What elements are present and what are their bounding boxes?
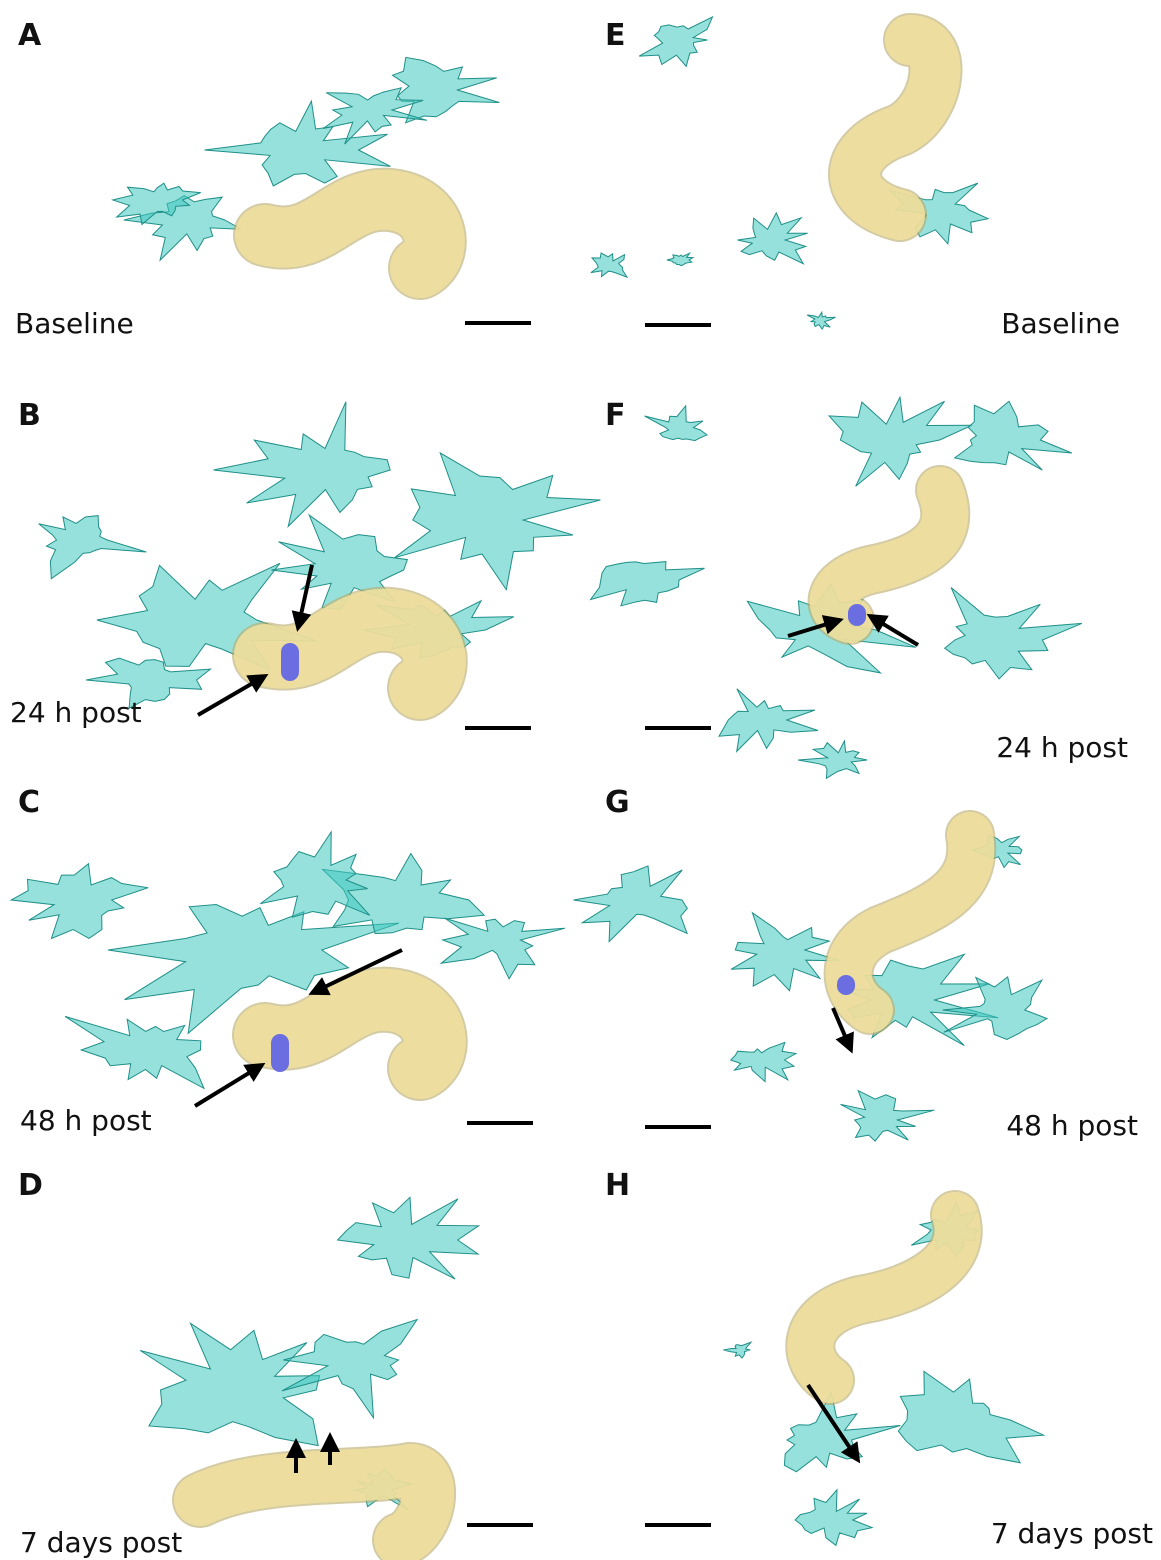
cyan-cell (591, 253, 627, 277)
panel-letter: B (18, 398, 41, 433)
panel-letter: G (605, 785, 630, 820)
cyan-cell (784, 1392, 900, 1472)
panel-letter: H (605, 1168, 630, 1203)
vessel (265, 200, 435, 268)
cyan-cell (723, 1342, 751, 1358)
cyan-cell (574, 866, 688, 942)
vessel (265, 1000, 435, 1068)
panel-letter: F (605, 398, 626, 433)
cyan-cell (639, 17, 712, 66)
cyan-cell (393, 57, 500, 122)
vessel (855, 40, 935, 215)
cyan-cell (282, 1320, 417, 1418)
panel-label: 7 days post (20, 1526, 182, 1559)
panel-label: Baseline (1001, 307, 1120, 340)
arrow (195, 1065, 262, 1106)
cyan-cell (338, 1197, 479, 1279)
panel-label: 48 h post (1006, 1109, 1138, 1142)
cyan-cell (441, 918, 565, 979)
panel-letter: E (605, 18, 626, 53)
cyan-cell (795, 1490, 872, 1546)
cyan-cell (214, 402, 391, 527)
vessel (833, 490, 946, 620)
blue-lesion (848, 604, 866, 626)
panel-letter: C (18, 785, 40, 820)
cyan-cell (945, 588, 1082, 679)
labels: A Baseline B 24 h post C 48 h post D 7 days pos… (10, 18, 1153, 1559)
blue-lesion (271, 1034, 289, 1072)
renderings (11, 17, 1082, 1546)
arrow (198, 676, 265, 715)
cyan-cell (39, 516, 147, 579)
figure: A Baseline B 24 h post C 48 h post D 7 days pos… (0, 0, 1161, 1560)
cyan-cell (731, 1042, 796, 1081)
blue-lesion (837, 975, 855, 995)
vessel (810, 1215, 957, 1380)
cyan-cell (841, 1091, 935, 1142)
panel-label: Baseline (15, 307, 134, 340)
cyan-cell (11, 864, 148, 939)
cyan-cell (898, 1371, 1043, 1463)
cyan-cell (955, 401, 1072, 470)
panel-label: 7 days post (991, 1517, 1153, 1550)
cyan-cell (394, 453, 600, 590)
panel-label: 24 h post (996, 731, 1128, 764)
cyan-cell (667, 253, 693, 266)
cyan-cell (260, 832, 369, 917)
panel-label: 48 h post (20, 1104, 152, 1137)
panel-label: 24 h post (10, 696, 142, 729)
blue-lesion (281, 643, 299, 681)
cyan-cell (65, 1016, 204, 1088)
cyan-cell (719, 689, 818, 752)
cyan-cell (798, 741, 867, 778)
cyan-cell (591, 562, 705, 606)
panel-letter: D (18, 1168, 43, 1203)
panel-letter: A (18, 18, 42, 53)
cyan-cell (738, 213, 808, 264)
cyan-cell (645, 406, 707, 441)
cyan-cell (807, 312, 835, 329)
